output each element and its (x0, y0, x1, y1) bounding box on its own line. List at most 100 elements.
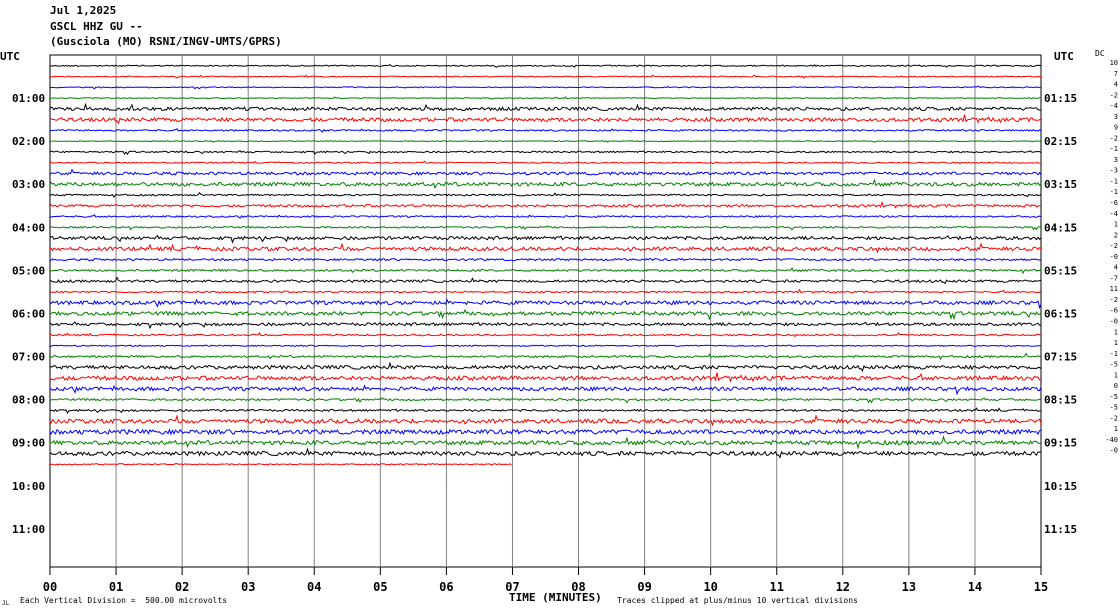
trace-row (49, 225, 1042, 231)
trace-row (49, 321, 1042, 330)
left-hour-label: 03:00 (12, 178, 45, 191)
right-hour-label: 07:15 (1044, 351, 1077, 364)
grid-lines (49, 54, 1042, 568)
trace-row (49, 414, 1042, 427)
trace-row (49, 267, 1042, 275)
dc-label: DC (1095, 49, 1105, 58)
dc-value: 2 (1114, 231, 1118, 239)
right-hour-label: 02:15 (1044, 135, 1077, 148)
left-axis-title: UTC (0, 50, 20, 63)
dc-value: -2 (1110, 91, 1118, 99)
x-tick-label: 08 (571, 580, 585, 594)
trace-row (49, 435, 1042, 450)
left-hour-label: 08:00 (12, 394, 45, 407)
dc-value: 4 (1114, 81, 1118, 89)
dc-value: 3 (1114, 113, 1118, 121)
corner-mark: JL (2, 600, 10, 607)
axis-labels: 00 01 02 03 04 05 06 07 08 09 10 11 12 13 14 1501:0002:… (12, 59, 1118, 594)
dc-value: 0 (1114, 382, 1118, 390)
header-network: (Gusciola (MO) RSNI/INGV-UMTS/GPRS) (50, 35, 282, 48)
dc-value: -3 (1110, 167, 1118, 175)
dc-value: -1 (1110, 145, 1118, 153)
trace-row (49, 96, 1042, 100)
trace-row (49, 332, 1042, 338)
dc-value: -2 (1110, 296, 1118, 304)
x-axis-label: TIME (MINUTES) (509, 591, 602, 604)
x-tick-label: 09 (637, 580, 651, 594)
left-hour-label: 06:00 (12, 307, 45, 320)
left-hour-label: 02:00 (12, 135, 45, 148)
left-hour-label: 09:00 (12, 437, 45, 450)
left-hour-label: 01:00 (12, 92, 45, 105)
dc-value: 3 (1114, 156, 1118, 164)
trace-row (49, 242, 1042, 254)
trace-row (49, 102, 1042, 112)
trace-row (49, 214, 1042, 219)
trace-row (49, 276, 1042, 285)
dc-value: 1 (1114, 221, 1118, 229)
right-hour-label: 11:15 (1044, 523, 1077, 536)
x-tick-label: 00 (43, 580, 57, 594)
x-tick-label: 11 (770, 580, 784, 594)
trace-row (49, 191, 1042, 198)
dc-value: -2 (1110, 414, 1118, 422)
x-tick-label: 01 (109, 580, 123, 594)
dc-value: -0 (1110, 447, 1118, 455)
header-station: GSCL HHZ GU -- (50, 20, 143, 33)
left-hour-label: 07:00 (12, 351, 45, 364)
right-hour-label: 08:15 (1044, 394, 1077, 407)
trace-row (49, 178, 1042, 190)
trace-row (49, 463, 512, 466)
right-hour-label: 09:15 (1044, 437, 1077, 450)
dc-value: -6 (1110, 199, 1118, 207)
right-hour-label: 04:15 (1044, 221, 1077, 234)
dc-value: -1 (1110, 177, 1118, 185)
x-tick-label: 07 (505, 580, 519, 594)
dc-value: -2 (1110, 134, 1118, 142)
left-hour-label: 11:00 (12, 523, 45, 536)
trace-row (49, 63, 1042, 68)
header-date: Jul 1,2025 (50, 4, 117, 17)
trace-row (49, 396, 1042, 404)
x-tick-label: 06 (439, 580, 453, 594)
dc-value: -0 (1110, 253, 1118, 261)
dc-value: -7 (1110, 274, 1118, 282)
dc-value: 7 (1114, 70, 1118, 78)
dc-value: -2 (1110, 242, 1118, 250)
trace-row (49, 168, 1042, 176)
trace-row (49, 407, 1041, 415)
trace-row (49, 372, 1042, 383)
dc-value: -6 (1110, 307, 1118, 315)
trace-row (49, 361, 1042, 373)
scale-note: Each Vertical Division = 500.00 microvol… (20, 596, 228, 605)
right-axis-title: UTC (1054, 50, 1074, 63)
dc-value: -5 (1110, 361, 1118, 369)
clip-note: Traces clipped at plus/minus 10 vertical… (617, 596, 858, 605)
right-hour-label: 10:15 (1044, 480, 1077, 493)
dc-value: 1 (1114, 371, 1118, 379)
x-tick-label: 14 (968, 580, 982, 594)
dc-value: 1 (1114, 328, 1118, 336)
trace-row (49, 139, 1042, 143)
dc-value: 4 (1114, 264, 1118, 272)
trace-row (49, 85, 1042, 90)
dc-value: -5 (1110, 393, 1118, 401)
dc-value: -0 (1110, 317, 1118, 325)
dc-value: 1 (1114, 425, 1118, 433)
dc-value: 9 (1114, 124, 1118, 132)
trace-row (49, 447, 1042, 459)
trace-row (49, 257, 1042, 262)
right-hour-label: 03:15 (1044, 178, 1077, 191)
x-tick-label: 15 (1034, 580, 1048, 594)
trace-row (49, 74, 1042, 79)
dc-value: -4 (1110, 210, 1118, 218)
x-tick-label: 02 (175, 580, 189, 594)
dc-value: -1 (1110, 350, 1118, 358)
x-tick-label: 13 (902, 580, 916, 594)
left-hour-label: 04:00 (12, 221, 45, 234)
trace-row (49, 384, 1042, 396)
x-tick-marks (49, 567, 1042, 575)
x-tick-label: 05 (373, 580, 387, 594)
dc-value: 1 (1114, 339, 1118, 347)
